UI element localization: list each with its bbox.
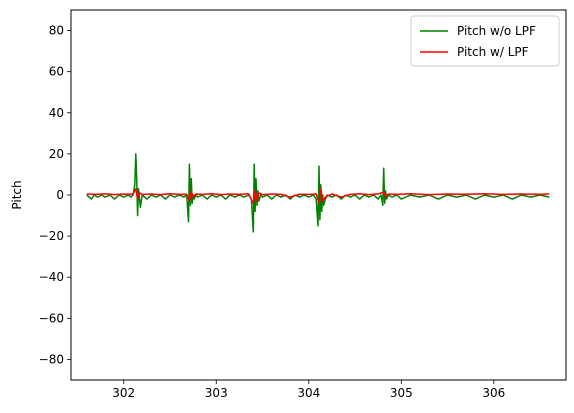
series-line-0 bbox=[86, 153, 550, 233]
y-axis-ticks: −80 −60 −40 −20 0 20 40 60 80 bbox=[39, 24, 71, 366]
y-tick-label: −40 bbox=[39, 270, 64, 284]
y-tick-label: 20 bbox=[49, 147, 64, 161]
y-tick-label: 60 bbox=[49, 65, 64, 79]
y-axis-label: Pitch bbox=[10, 180, 24, 209]
x-tick-label: 304 bbox=[297, 386, 320, 400]
legend-label-0: Pitch w/o LPF bbox=[457, 24, 536, 38]
legend: Pitch w/o LPF Pitch w/ LPF bbox=[410, 15, 560, 67]
x-tick-label: 305 bbox=[390, 386, 413, 400]
y-tick-label: −20 bbox=[39, 229, 64, 243]
series-line-1 bbox=[86, 188, 550, 204]
x-tick-label: 303 bbox=[205, 386, 228, 400]
y-tick-label: 40 bbox=[49, 106, 64, 120]
x-axis-ticks: 302 303 304 305 306 bbox=[112, 380, 505, 400]
x-tick-label: 306 bbox=[482, 386, 505, 400]
x-tick-label: 302 bbox=[112, 386, 135, 400]
y-tick-label: 0 bbox=[56, 188, 64, 202]
y-tick-label: −60 bbox=[39, 311, 64, 325]
y-tick-label: 80 bbox=[49, 24, 64, 38]
legend-box bbox=[410, 15, 560, 67]
plot-lines bbox=[86, 153, 550, 233]
legend-label-1: Pitch w/ LPF bbox=[457, 45, 529, 59]
y-tick-label: −80 bbox=[39, 352, 64, 366]
